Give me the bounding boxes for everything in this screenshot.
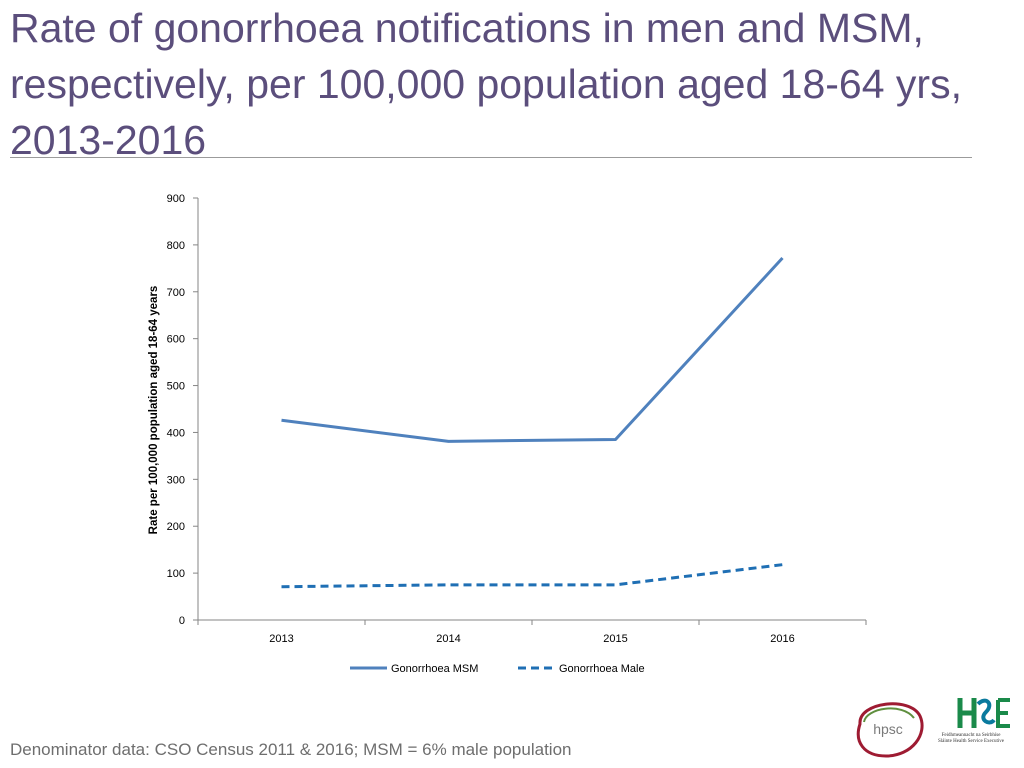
- series-line-2: [281, 563, 783, 589]
- y-tick-label: 600: [167, 334, 185, 346]
- y-tick-label: 900: [167, 193, 185, 205]
- hse-logo: [957, 698, 1010, 728]
- legend: Gonorrhoea MSM Gonorrhoea Male: [350, 663, 645, 675]
- series-line-1: [281, 257, 784, 443]
- legend-label: Gonorrhoea Male: [559, 663, 645, 675]
- y-tick-label: 300: [167, 474, 185, 486]
- y-tick-label: 700: [167, 287, 185, 299]
- x-tick-label: 2014: [436, 633, 460, 645]
- y-tick-label: 800: [167, 240, 185, 252]
- x-tick-label: 2015: [603, 633, 627, 645]
- footnote: Denominator data: CSO Census 2011 & 2016…: [10, 740, 572, 759]
- y-tick-label: 400: [167, 427, 185, 439]
- y-tick-label: 100: [167, 568, 185, 580]
- series-layer: [281, 257, 784, 589]
- x-axis: 2013 2014 2015 2016: [197, 619, 867, 645]
- x-tick-label: 2013: [269, 633, 293, 645]
- slide-title: Rate of gonorrhoea notifications in men …: [10, 5, 962, 163]
- y-axis: 0 100 200 300 400 500 600 700 800 900: [167, 193, 199, 627]
- y-tick-label: 0: [179, 615, 185, 627]
- y-axis-label: Rate per 100,000 population aged 18-64 y…: [148, 286, 160, 535]
- hse-caption: Feidhmeannacht na Seirbhíse Sláinte Heal…: [938, 733, 1004, 744]
- legend-label: Gonorrhoea MSM: [391, 663, 478, 675]
- hpsc-logo: hpsc: [856, 702, 924, 758]
- x-tick-label: 2016: [770, 633, 794, 645]
- y-tick-label: 500: [167, 381, 185, 393]
- svg-text:hpsc: hpsc: [873, 721, 903, 737]
- title-divider: [10, 157, 972, 158]
- y-tick-label: 200: [167, 521, 185, 533]
